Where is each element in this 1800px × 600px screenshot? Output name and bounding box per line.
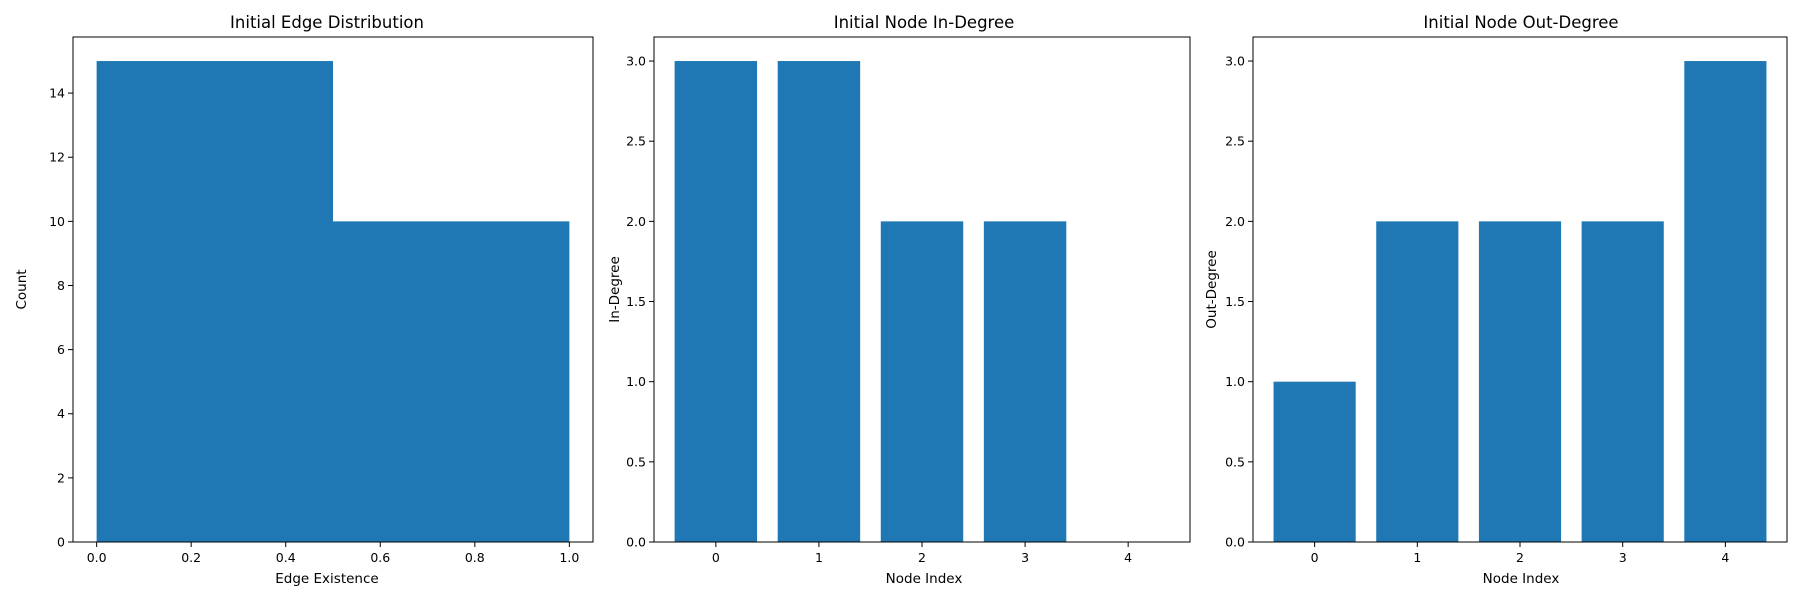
bar-node-2 bbox=[1478, 221, 1562, 542]
x-tick-label: 0 bbox=[712, 550, 720, 565]
chart-node-out-degree: Initial Node Out-Degree 0 1 2 3 4 0.0 0.5 1.0 1.… bbox=[1204, 13, 1788, 587]
axes-frame bbox=[653, 36, 1191, 543]
x-axis-label: Edge Existence bbox=[275, 571, 378, 587]
x-tick-label: 3 bbox=[1619, 550, 1627, 565]
x-tick-label: 1 bbox=[1413, 550, 1421, 565]
plot-area: 0 1 2 3 4 0.0 0.5 1.0 1.5 2.0 2.5 3.0 bbox=[1225, 54, 1767, 565]
y-tick-label: 1.5 bbox=[626, 294, 646, 309]
axes-frame bbox=[1252, 36, 1788, 543]
y-tick-label: 0 bbox=[57, 535, 65, 550]
y-tick-label: 0.5 bbox=[1225, 454, 1245, 469]
bar-node-0 bbox=[1273, 381, 1356, 542]
x-axis-label: Node Index bbox=[1483, 571, 1560, 587]
y-tick-label: 1.0 bbox=[1225, 374, 1245, 389]
y-tick-label: 1.5 bbox=[1225, 294, 1245, 309]
x-tick-label: 2 bbox=[1516, 550, 1524, 565]
y-axis-label: Out-Degree bbox=[1204, 250, 1220, 328]
y-tick-label: 0.5 bbox=[626, 454, 646, 469]
x-tick-label: 0.4 bbox=[276, 550, 296, 565]
x-tick-label: 1.0 bbox=[559, 550, 579, 565]
y-tick-label: 14 bbox=[49, 86, 65, 101]
y-axis-label: In-Degree bbox=[607, 256, 623, 323]
y-tick-label: 2.5 bbox=[626, 134, 646, 149]
bar-node-2 bbox=[880, 221, 964, 542]
y-tick-label: 1.0 bbox=[626, 374, 646, 389]
x-tick-label: 2 bbox=[918, 550, 926, 565]
x-tick-label: 4 bbox=[1721, 550, 1729, 565]
y-tick-label: 2.0 bbox=[626, 214, 646, 229]
axes-frame bbox=[72, 36, 594, 543]
x-axis-label: Node Index bbox=[886, 571, 963, 587]
x-tick-label: 0.6 bbox=[370, 550, 390, 565]
chart-title: Initial Node Out-Degree bbox=[1423, 13, 1618, 32]
plot-area: 0.0 0.2 0.4 0.6 0.8 1.0 0 2 4 6 8 10 12 14 bbox=[49, 61, 579, 565]
bar-node-3 bbox=[1581, 221, 1664, 542]
histogram-bar-1 bbox=[333, 221, 570, 542]
chart-title: Initial Node In-Degree bbox=[834, 13, 1015, 32]
chart-node-in-degree: Initial Node In-Degree 0 1 2 3 4 0.0 0.5 1.0 1.5… bbox=[607, 13, 1191, 587]
y-tick-label: 2 bbox=[57, 470, 65, 485]
plot-area: 0 1 2 3 4 0.0 0.5 1.0 1.5 2.0 2.5 3.0 bbox=[626, 54, 1132, 565]
x-tick-label: 0.8 bbox=[465, 550, 485, 565]
x-tick-label: 0 bbox=[1311, 550, 1319, 565]
y-axis-label: Count bbox=[14, 269, 30, 309]
y-tick-label: 8 bbox=[57, 278, 65, 293]
y-tick-label: 0.0 bbox=[626, 535, 646, 550]
y-tick-label: 12 bbox=[49, 150, 65, 165]
x-tick-label: 1 bbox=[815, 550, 823, 565]
y-tick-label: 2.0 bbox=[1225, 214, 1245, 229]
histogram-bar-0 bbox=[96, 61, 334, 543]
bar-node-4 bbox=[1684, 61, 1767, 543]
bar-node-1 bbox=[777, 61, 861, 543]
x-tick-label: 4 bbox=[1124, 550, 1132, 565]
bar-node-3 bbox=[983, 221, 1067, 542]
x-tick-label: 0.2 bbox=[181, 550, 201, 565]
y-tick-label: 0.0 bbox=[1225, 535, 1245, 550]
bar-node-0 bbox=[674, 61, 758, 543]
y-tick-label: 2.5 bbox=[1225, 134, 1245, 149]
chart-edge-distribution: Initial Edge Distribution 0.0 0.2 0.4 0.6 0.… bbox=[14, 13, 594, 587]
y-tick-label: 4 bbox=[57, 406, 65, 421]
y-tick-label: 10 bbox=[49, 214, 65, 229]
x-tick-label: 3 bbox=[1021, 550, 1029, 565]
y-tick-label: 3.0 bbox=[1225, 54, 1245, 69]
y-tick-label: 3.0 bbox=[626, 54, 646, 69]
bar-node-1 bbox=[1376, 221, 1459, 542]
x-tick-label: 0.0 bbox=[87, 550, 107, 565]
chart-title: Initial Edge Distribution bbox=[230, 13, 424, 32]
y-tick-label: 6 bbox=[57, 342, 65, 357]
